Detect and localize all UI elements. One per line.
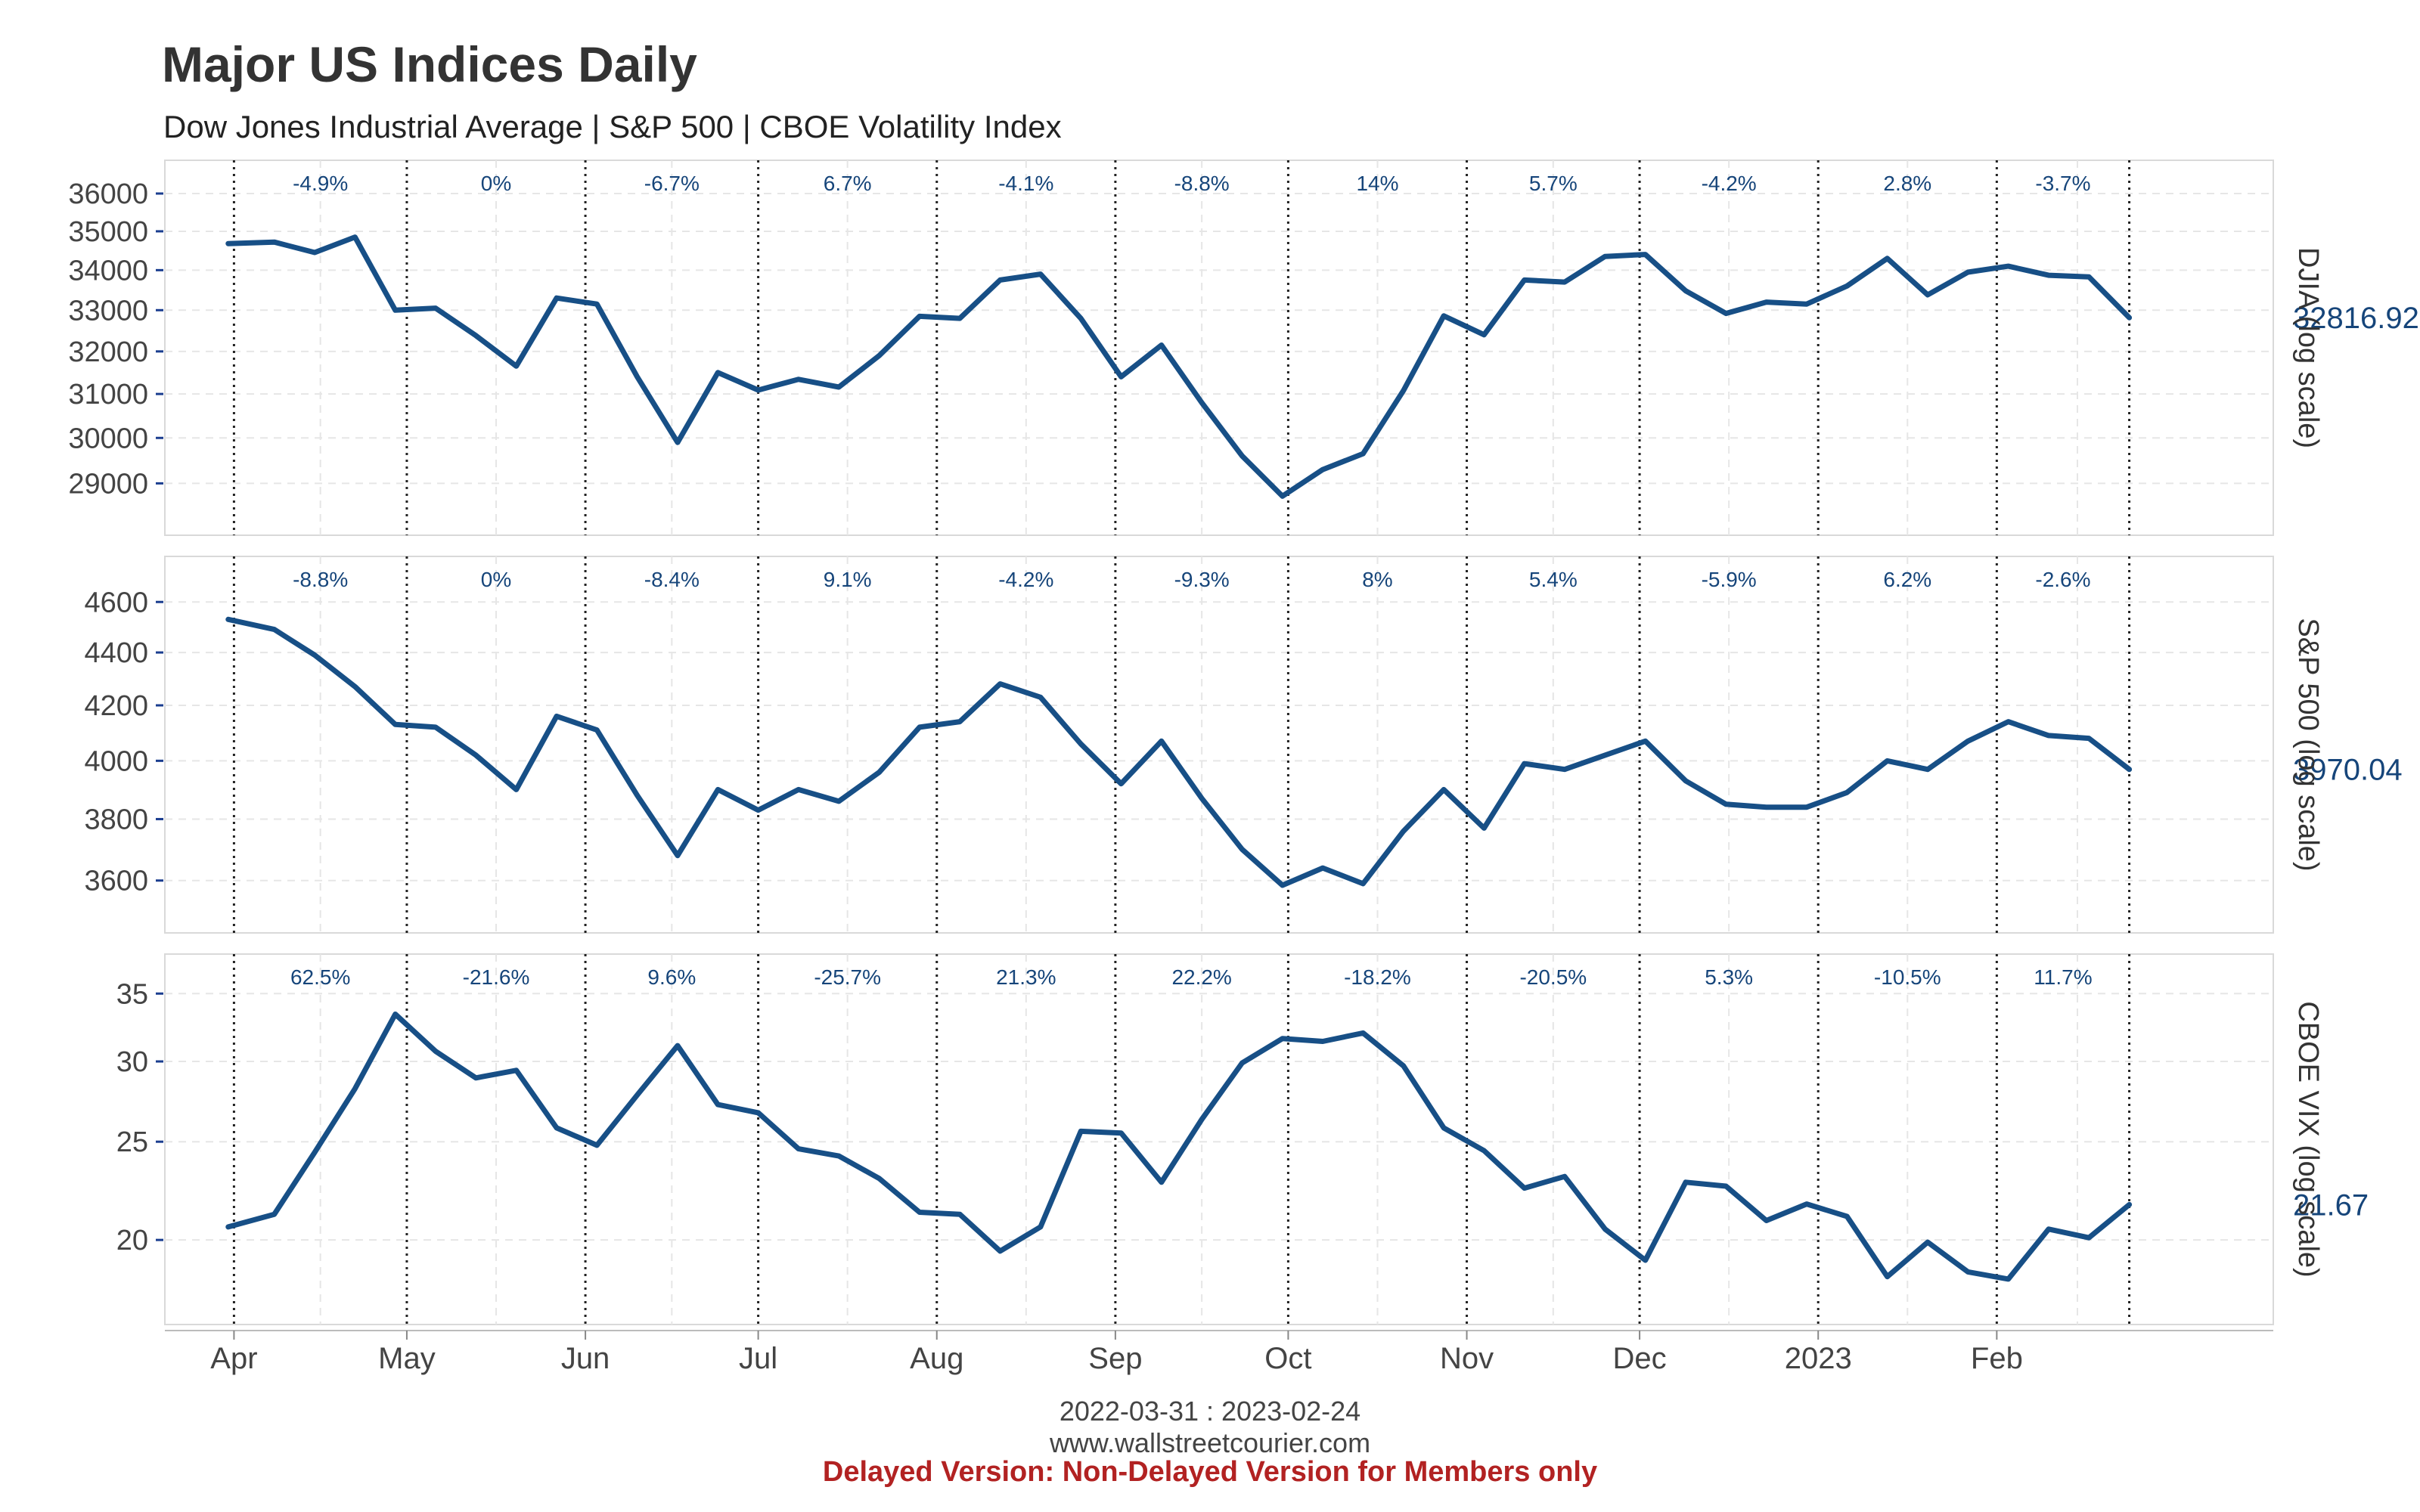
y-tick-label: 35000 — [68, 216, 148, 248]
monthly-change-label: -8.4% — [644, 568, 700, 591]
monthly-change-label: -9.3% — [1174, 568, 1230, 591]
monthly-change-label: 6.7% — [824, 172, 872, 195]
y-tick-label: 34000 — [68, 255, 148, 287]
y-tick-label: 32000 — [68, 336, 148, 368]
panel-side-label: S&P 500 (log scale) — [2292, 618, 2324, 871]
monthly-change-label: -6.7% — [644, 172, 700, 195]
monthly-change-label: -8.8% — [293, 568, 348, 591]
monthly-change-label: 9.6% — [647, 965, 696, 989]
panel-frame — [164, 953, 2274, 1325]
series-line — [225, 616, 2133, 888]
monthly-change-label: -18.2% — [1344, 965, 1411, 989]
monthly-change-label: 5.7% — [1529, 172, 1578, 195]
monthly-change-label: 14% — [1356, 172, 1398, 195]
y-tick-label: 33000 — [68, 295, 148, 327]
monthly-change-label: 21.3% — [996, 965, 1056, 989]
monthly-change-label: 9.1% — [824, 568, 872, 591]
panel-frame — [164, 160, 2274, 536]
y-tick-label: 4200 — [84, 690, 148, 722]
x-tick-label: May — [378, 1342, 436, 1375]
y-tick-label: 29000 — [68, 468, 148, 500]
last-value-label: 3970.04 — [2293, 754, 2403, 787]
monthly-change-label: 0% — [481, 172, 511, 195]
x-axis: Apr May Jun Jul Aug Sep Oct Nov Dec 2023 Feb — [165, 1330, 2273, 1375]
x-tick-label: Nov — [1440, 1342, 1494, 1375]
monthly-change-label: 11.7% — [2034, 965, 2092, 989]
monthly-change-label: -5.9% — [1702, 568, 1757, 591]
monthly-change-label: 6.2% — [1883, 568, 1931, 591]
x-tick-label: Dec — [1613, 1342, 1667, 1375]
monthly-change-label: -4.1% — [998, 172, 1053, 195]
monthly-change-label: -25.7% — [814, 965, 881, 989]
x-tick-label: 2023 — [1785, 1342, 1852, 1375]
monthly-change-label: -8.8% — [1174, 172, 1230, 195]
monthly-change-label: 22.2% — [1171, 965, 1231, 989]
last-value-label: 32816.92 — [2293, 302, 2419, 335]
y-tick-label: 4600 — [84, 587, 148, 618]
y-tick-label: 30 — [116, 1046, 148, 1078]
site-url: www.wallstreetcourier.com — [1049, 1427, 1371, 1458]
y-tick-label: 4000 — [84, 745, 148, 777]
monthly-change-label: -21.6% — [463, 965, 530, 989]
y-tick-label: 20 — [116, 1225, 148, 1256]
panel-frame — [164, 556, 2274, 934]
series-line — [225, 1012, 2133, 1282]
x-tick-label: Feb — [1971, 1342, 2023, 1375]
chart-title: Major US Indices Daily — [162, 36, 697, 92]
monthly-change-label: 62.5% — [290, 965, 350, 989]
panel-3: 20 25 30 35 62.5% -21.6% 9.6% -25.7% 21.3% 22.2% -… — [116, 953, 2369, 1325]
monthly-change-label: -4.2% — [998, 568, 1053, 591]
monthly-change-label: -4.2% — [1702, 172, 1757, 195]
monthly-change-label: -4.9% — [293, 172, 348, 195]
y-tick-label: 31000 — [68, 379, 148, 411]
monthly-change-label: 2.8% — [1883, 172, 1931, 195]
date-range: 2022-03-31 : 2023-02-24 — [1059, 1396, 1361, 1427]
x-tick-label: Oct — [1264, 1342, 1311, 1375]
y-tick-label: 4400 — [84, 637, 148, 669]
last-value-label: 21.67 — [2293, 1188, 2369, 1222]
monthly-change-label: -3.7% — [2035, 172, 2090, 195]
series-line — [225, 234, 2133, 499]
panel-2: 3600 3800 4000 4200 4400 4600 -8.8% 0% -8.4% 9.1%… — [84, 556, 2403, 934]
panel-1: 29000 30000 31000 32000 33000 34000 35000 36000… — [68, 160, 2419, 536]
y-tick-label: 25 — [116, 1126, 148, 1158]
monthly-change-label: -10.5% — [1874, 965, 1941, 989]
panels: 2900030000310003200033000340003500036000… — [68, 160, 2419, 1325]
y-tick-label: 30000 — [68, 423, 148, 454]
monthly-change-label: -2.6% — [2035, 568, 2090, 591]
monthly-change-label: 0% — [481, 568, 511, 591]
monthly-change-label: 5.4% — [1529, 568, 1578, 591]
panel-side-label: CBOE VIX (log scale) — [2292, 1001, 2324, 1277]
monthly-change-label: -20.5% — [1519, 965, 1587, 989]
y-tick-label: 3600 — [84, 866, 148, 897]
monthly-change-label: 8% — [1362, 568, 1392, 591]
x-tick-label: Aug — [910, 1342, 963, 1375]
delayed-notice: Delayed Version: Non-Delayed Version for… — [822, 1456, 1598, 1488]
y-tick-label: 36000 — [68, 178, 148, 210]
x-tick-label: Sep — [1088, 1342, 1142, 1375]
x-tick-label: Apr — [210, 1342, 257, 1375]
y-tick-label: 3800 — [84, 804, 148, 835]
monthly-change-label: 5.3% — [1705, 965, 1753, 989]
chart-subtitle: Dow Jones Industrial Average | S&P 500 |… — [163, 109, 1062, 144]
y-tick-label: 35 — [116, 978, 148, 1010]
x-tick-label: Jun — [561, 1342, 610, 1375]
panel-side-label: DJIA (log scale) — [2292, 247, 2324, 448]
x-tick-label: Jul — [739, 1342, 777, 1375]
